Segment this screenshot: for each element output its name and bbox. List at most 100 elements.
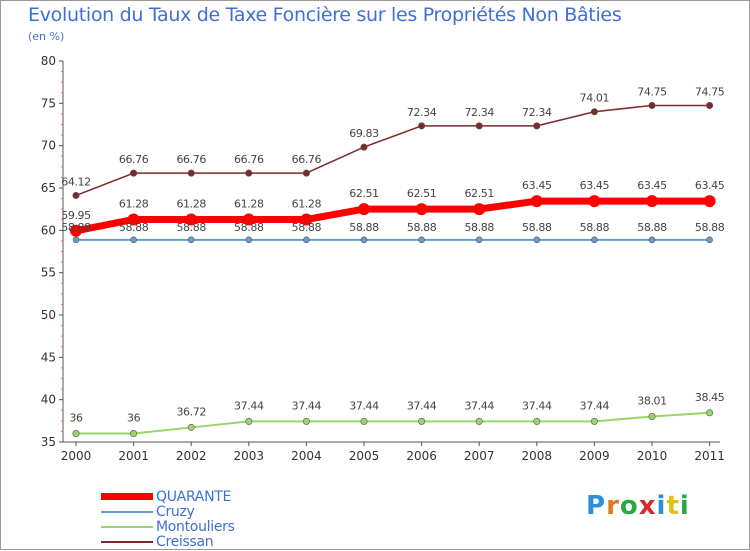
data-label-creissan: 72.34 <box>464 106 494 119</box>
data-point-quarante <box>242 213 255 226</box>
data-label-cruzy: 58.88 <box>119 221 149 234</box>
data-label-creissan: 66.76 <box>234 153 264 166</box>
data-label-montouliers: 37.44 <box>407 399 437 412</box>
unit-label: (en %) <box>28 30 65 43</box>
y-tick-label: 55 <box>41 266 56 280</box>
data-label-montouliers: 38.45 <box>695 391 725 404</box>
data-point-quarante <box>415 203 428 216</box>
data-point-creissan <box>475 122 483 130</box>
data-point-creissan <box>533 122 541 130</box>
data-label-cruzy: 58.88 <box>176 221 206 234</box>
data-label-montouliers: 37.44 <box>464 399 494 412</box>
data-point-cruzy <box>303 236 310 244</box>
data-label-montouliers: 37.44 <box>349 399 379 412</box>
data-label-montouliers: 37.44 <box>234 399 264 412</box>
logo-letter: i <box>656 491 667 521</box>
x-tick-label: 2003 <box>234 449 265 463</box>
data-point-montouliers <box>360 417 368 425</box>
data-label-quarante: 63.45 <box>522 179 552 192</box>
legend-label: Creissan <box>156 534 214 550</box>
data-point-cruzy <box>475 236 483 244</box>
data-label-cruzy: 58.88 <box>349 221 379 234</box>
x-tick-label: 2009 <box>579 449 610 463</box>
logo-letter: P <box>586 491 607 521</box>
data-label-creissan: 66.76 <box>292 153 322 166</box>
logo-letter: o <box>619 491 639 521</box>
series-lines <box>70 101 716 438</box>
x-tick-label: 2002 <box>176 449 207 463</box>
data-point-montouliers <box>475 417 483 425</box>
data-label-quarante: 63.45 <box>580 179 610 192</box>
data-point-montouliers <box>302 417 310 425</box>
data-point-cruzy <box>591 236 598 244</box>
data-label-quarante: 61.28 <box>292 197 322 210</box>
y-tick-label: 35 <box>41 435 56 449</box>
data-label-cruzy: 58.88 <box>292 221 322 234</box>
data-point-creissan <box>245 169 253 177</box>
x-tick-label: 2004 <box>291 449 322 463</box>
data-label-montouliers: 37.44 <box>522 399 552 412</box>
logo-letter: x <box>638 491 657 521</box>
data-label-quarante: 61.28 <box>119 197 149 210</box>
proxiti-logo: Proxiti <box>586 491 690 521</box>
data-point-cruzy <box>648 236 656 244</box>
legend-swatch <box>101 541 153 543</box>
data-point-quarante <box>358 203 370 216</box>
axes: 35 40 45 50 55 60 65 70 75 80 2000 2001 2002 2003 2004… <box>41 54 725 463</box>
data-point-creissan <box>302 169 310 177</box>
x-tick-label: 2010 <box>637 449 668 463</box>
data-point-montouliers <box>590 417 598 425</box>
data-point-cruzy <box>706 236 713 244</box>
data-point-cruzy <box>360 236 368 244</box>
data-point-creissan <box>648 101 656 109</box>
data-point-montouliers <box>245 417 253 425</box>
data-label-quarante: 59.95 <box>61 209 91 222</box>
data-label-cruzy: 58.88 <box>695 221 725 234</box>
x-tick-label: 2005 <box>349 449 380 463</box>
data-point-montouliers <box>706 409 714 417</box>
data-label-montouliers: 37.44 <box>292 399 322 412</box>
series-line-quarante <box>72 197 714 235</box>
data-point-montouliers <box>130 430 138 438</box>
data-label-creissan: 69.83 <box>349 127 379 140</box>
y-tick-label: 65 <box>41 181 56 195</box>
data-point-quarante <box>703 195 716 208</box>
data-label-creissan: 74.75 <box>637 85 667 98</box>
data-point-creissan <box>706 101 714 109</box>
x-tick-label: 2011 <box>694 449 725 463</box>
data-label-quarante: 61.28 <box>234 197 264 210</box>
data-label-creissan: 72.34 <box>407 106 437 119</box>
chart-title: Evolution du Taux de Taxe Foncière sur l… <box>28 4 622 26</box>
data-label-creissan: 66.76 <box>176 153 206 166</box>
data-point-cruzy <box>418 236 425 244</box>
data-point-creissan <box>72 191 80 199</box>
data-label-creissan: 74.01 <box>580 92 610 105</box>
data-label-montouliers: 36 <box>127 412 141 425</box>
data-label-cruzy: 58.88 <box>580 221 610 234</box>
y-tick-label: 60 <box>41 223 56 237</box>
data-label-creissan: 66.76 <box>119 153 149 166</box>
data-point-cruzy <box>533 236 541 244</box>
data-point-creissan <box>360 143 368 151</box>
data-point-cruzy <box>245 236 253 244</box>
data-point-quarante <box>185 213 198 226</box>
y-tick-label: 40 <box>41 393 56 407</box>
data-label-cruzy: 58.88 <box>522 221 552 234</box>
data-label-montouliers: 37.44 <box>580 399 610 412</box>
data-label-cruzy: 58.88 <box>464 221 494 234</box>
y-tick-label: 70 <box>41 139 56 153</box>
data-label-quarante: 62.51 <box>464 187 494 200</box>
legend-label: Montouliers <box>156 519 235 535</box>
data-point-creissan <box>418 122 426 130</box>
data-label-quarante: 62.51 <box>407 187 437 200</box>
x-tick-label: 2007 <box>464 449 495 463</box>
series-line-montouliers <box>75 411 711 435</box>
data-point-quarante <box>530 195 543 208</box>
data-label-quarante: 61.28 <box>176 197 206 210</box>
legend-swatch <box>101 526 153 528</box>
data-label-quarante: 63.45 <box>695 179 725 192</box>
data-point-quarante <box>473 203 486 216</box>
x-tick-label: 2006 <box>406 449 437 463</box>
